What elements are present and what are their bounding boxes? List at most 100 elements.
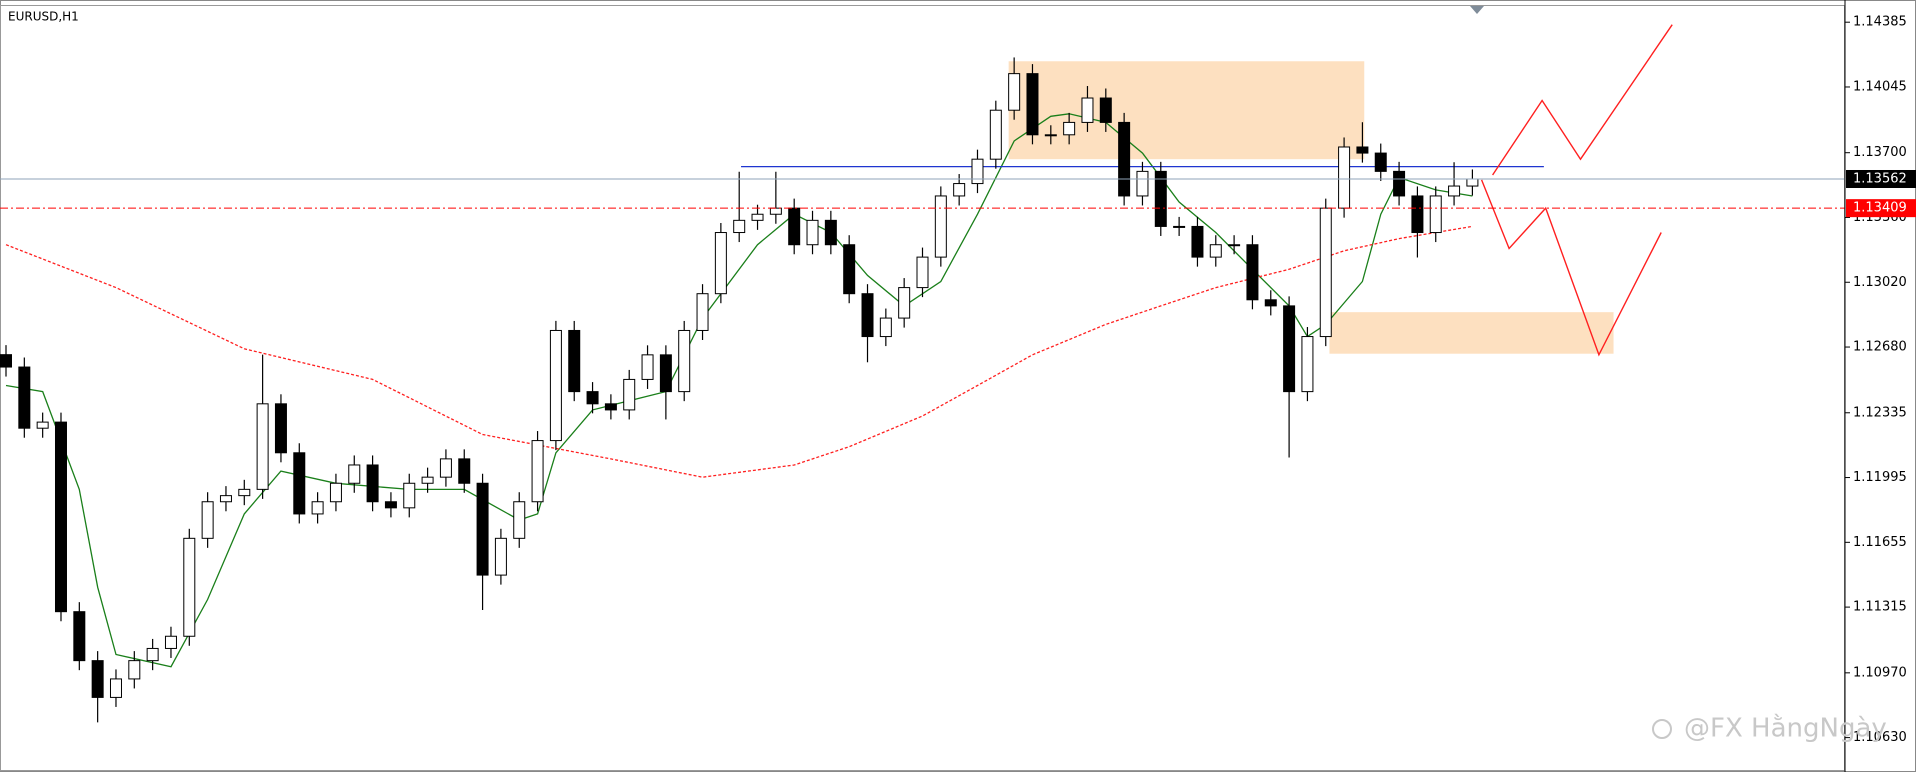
zones (1008, 61, 1614, 354)
candle-body (1228, 244, 1241, 247)
y-tick-label: 1.12335 (1853, 405, 1907, 420)
price-axis: 1.143851.140451.137001.133601.130201.126… (1844, 0, 1907, 772)
candle-body (751, 213, 764, 221)
candle-body (898, 287, 911, 319)
shift-marker (1470, 6, 1484, 14)
candle-body (714, 232, 727, 295)
y-tick-label: 1.11995 (1853, 470, 1907, 485)
candle-body (843, 244, 856, 295)
candle-body (183, 537, 196, 637)
candles (0, 57, 1479, 723)
candle-body (641, 354, 654, 380)
candle-body (1319, 207, 1332, 338)
candle-body (696, 293, 709, 331)
candle-body (348, 464, 361, 484)
candle-body (1173, 225, 1186, 228)
candle-body (1411, 195, 1424, 234)
candle-body (879, 317, 892, 338)
candle-body (1026, 73, 1039, 136)
y-tick-label: 1.10970 (1853, 665, 1907, 680)
price-labels: 1.13562 1.13409 (1846, 169, 1916, 218)
y-tick-label: 1.10630 (1853, 730, 1907, 745)
candle-body (1264, 299, 1277, 307)
candle-body (164, 635, 177, 649)
candle-body (238, 488, 251, 497)
candle-body (1301, 336, 1314, 393)
y-tick-label: 1.11315 (1853, 600, 1907, 615)
candle-body (109, 678, 122, 698)
y-tick-label: 1.13700 (1853, 145, 1907, 160)
y-tick-label: 1.14385 (1853, 15, 1907, 30)
candle-body (0, 354, 12, 368)
candle-body (806, 219, 819, 246)
candle-body (788, 207, 801, 246)
zone (1329, 312, 1614, 354)
candle-body (916, 256, 929, 289)
candle-body (1136, 170, 1149, 197)
candle-body (989, 109, 1002, 160)
candle-body (1429, 195, 1442, 234)
candle-body (421, 476, 434, 484)
candle-body (513, 501, 526, 539)
candle-body (1356, 146, 1369, 154)
candle-body (1246, 244, 1259, 301)
price-label: 1.13409 (1853, 201, 1907, 216)
candle-body (1044, 134, 1057, 137)
zone (1008, 61, 1365, 160)
candle-body (953, 183, 966, 197)
candle-body (659, 354, 672, 393)
candle-body (586, 391, 599, 405)
moving-average (5, 225, 1473, 478)
candle-body (549, 329, 562, 442)
candle-body (201, 501, 214, 539)
candle-body (366, 464, 379, 503)
candle-body (1283, 305, 1296, 393)
candle-body (1191, 225, 1204, 258)
candle-body (1338, 146, 1351, 209)
price-label-box (1846, 169, 1916, 188)
candle-body (824, 219, 837, 246)
candle-body (623, 378, 636, 411)
candle-body (1154, 170, 1167, 227)
price-label: 1.13562 (1853, 171, 1907, 186)
candle-body (439, 458, 452, 478)
candle-body (769, 207, 782, 215)
candle-body (1008, 73, 1021, 111)
chart-title: EURUSD,H1 (8, 10, 79, 24)
candle-body (403, 482, 416, 509)
candle-body (1374, 152, 1387, 172)
candle-body (733, 219, 746, 234)
watermark: @FX HằngNgày (1684, 713, 1887, 744)
candle-body (678, 329, 691, 393)
watermark-group: @FX HằngNgày (1652, 713, 1887, 744)
candle-body (329, 482, 342, 503)
candle-body (971, 158, 984, 185)
candle-body (604, 403, 617, 411)
projection-path (1480, 179, 1662, 357)
candle-body (311, 501, 324, 515)
watermark-icon (1652, 719, 1672, 739)
candle-body (568, 329, 581, 393)
candle-body (494, 537, 507, 576)
candle-body (91, 660, 104, 698)
projections (1480, 24, 1673, 357)
candle-body (256, 403, 269, 490)
candle-body (1466, 178, 1479, 187)
candle-body (1081, 97, 1094, 123)
price-label-box (1846, 199, 1916, 218)
candle-body (274, 403, 287, 454)
y-tick-label: 1.12680 (1853, 340, 1907, 355)
y-tick-label: 1.14045 (1853, 79, 1907, 94)
projection-path (1492, 24, 1673, 176)
y-tick-label: 1.11655 (1853, 535, 1907, 550)
candle-body (458, 458, 471, 484)
candle-body (934, 195, 947, 258)
candle-body (219, 495, 232, 503)
candle-body (531, 440, 544, 503)
candle-body (476, 482, 489, 576)
candle-body (1393, 170, 1406, 197)
price-lines (0, 178, 1845, 209)
candle-body (861, 293, 874, 338)
